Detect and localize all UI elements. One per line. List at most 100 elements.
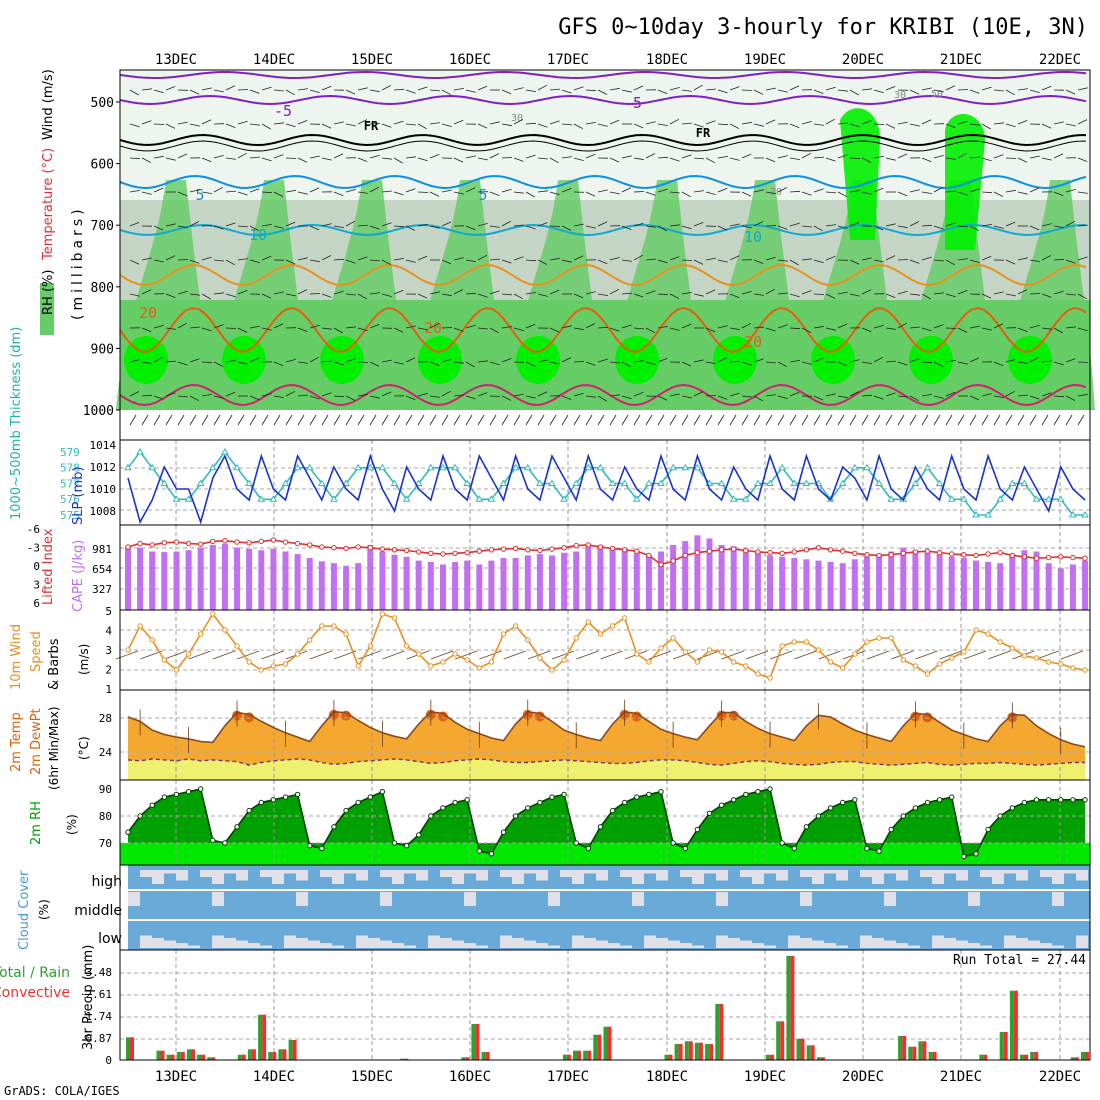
cloud-high-gap	[716, 870, 728, 881]
date-label-top: 18DEC	[646, 52, 688, 68]
wind10m-point	[985, 631, 991, 637]
temp-max-cap	[534, 711, 545, 722]
rh2m-point	[1033, 797, 1040, 803]
wind-barb	[921, 256, 932, 261]
wind-barb	[909, 221, 920, 227]
cloud-low-gap	[464, 943, 476, 948]
wind-barb	[813, 395, 824, 401]
cloud-low-gap	[956, 940, 968, 948]
wind-barb	[645, 414, 653, 426]
precip-bar-convective	[160, 1050, 165, 1060]
wind-barb	[873, 259, 884, 263]
wind-barb	[717, 123, 729, 126]
wind-barb	[405, 225, 416, 231]
wind-barb	[453, 394, 464, 397]
pressure-tick: 900	[91, 342, 114, 357]
cape-ylabel: CAPE (J/kg)	[71, 540, 86, 612]
wind-barb	[561, 259, 572, 263]
rh2m-point	[803, 824, 810, 830]
wind-barb	[1053, 191, 1064, 197]
cloud-high-gap	[536, 870, 548, 881]
dewpoint-area	[128, 759, 1085, 780]
wind-barb	[201, 327, 212, 332]
wind-barb	[885, 414, 893, 426]
cloud-low-gap	[1004, 935, 1016, 948]
wind-barb	[669, 327, 680, 331]
wind-barb	[777, 292, 788, 295]
wind-barb	[1005, 221, 1016, 227]
wind-barb	[645, 225, 656, 228]
precip-bar-convective	[292, 1040, 297, 1060]
precip-bar-convective	[709, 1044, 714, 1060]
rh2m-point	[1082, 797, 1088, 803]
precip-bar-total	[247, 1049, 252, 1060]
lifted-index-point	[210, 538, 216, 545]
wind-barb	[945, 157, 956, 160]
wind-barb	[477, 254, 487, 261]
thickness-point	[632, 495, 641, 502]
wind-barb	[597, 358, 608, 363]
wind-barb	[249, 156, 260, 159]
wind-barb	[777, 89, 788, 93]
cloud-low-gap	[392, 943, 404, 948]
wind10m-barb	[866, 650, 890, 660]
wind-barb	[1017, 157, 1028, 163]
cape-bar	[536, 554, 543, 610]
precip-bar-total	[207, 1057, 212, 1060]
wind-barb	[993, 89, 1004, 92]
rh2m-point	[609, 807, 616, 814]
wind-barb	[597, 326, 609, 329]
lifted-index-point	[403, 547, 410, 554]
wind-barb	[537, 359, 548, 363]
precip-bar-convective	[566, 1054, 571, 1060]
wind10m-barb	[794, 650, 817, 660]
wind-barb	[1041, 157, 1052, 161]
wind-barb	[177, 121, 188, 125]
thickness-point	[487, 495, 496, 502]
wind-barb	[177, 414, 185, 426]
contour-15	[119, 263, 1087, 287]
wind-barb	[345, 259, 356, 264]
wind-barb	[753, 293, 764, 296]
cloud-mid-gap	[296, 892, 308, 906]
wind-barb	[477, 327, 488, 330]
wind-barb	[477, 157, 488, 161]
cloud-mid-gap	[128, 892, 140, 906]
wind-barb	[897, 395, 909, 398]
wind-barb	[801, 191, 812, 196]
cloud-low-gap	[716, 935, 728, 948]
wind-barb	[609, 257, 620, 261]
rh2m-point	[876, 848, 882, 854]
lifted-index-point	[1082, 555, 1088, 561]
wind-barb	[657, 259, 668, 264]
wind-barb	[1005, 123, 1016, 128]
wind-barb	[501, 188, 512, 193]
wind10m-point	[973, 627, 979, 633]
cloud-low-gap	[188, 945, 200, 948]
wind-barb	[273, 154, 284, 159]
wind-barb	[1053, 225, 1064, 228]
upper-ylabel-rh: RH (%)	[41, 270, 56, 315]
wind-barb	[849, 190, 860, 193]
wind-barb	[525, 323, 536, 329]
lifted-index-point	[718, 547, 725, 553]
precip-tick: 0.87	[86, 1032, 113, 1045]
wind-barb	[453, 361, 464, 364]
cloud-mid-gap	[632, 892, 644, 906]
slp-tick: 1014	[90, 439, 117, 452]
wind-barb	[453, 119, 464, 125]
precip-labels: Total / Rain Convective 3hr Precip (mm) …	[0, 945, 1086, 1050]
temp-unit: (°C)	[77, 736, 91, 760]
wind-barb	[321, 293, 332, 298]
wind-barb	[1017, 120, 1028, 125]
wind-barb	[621, 324, 632, 329]
wind-labels: 10m Wind Speed & Barbs (m/s)	[9, 624, 91, 690]
lifted-index-point	[428, 550, 434, 556]
wind-barb	[813, 357, 824, 363]
rh2m-point	[391, 840, 398, 846]
cloud-high-gap	[452, 870, 464, 884]
wind-barb	[285, 359, 296, 363]
wind10m-point	[718, 649, 725, 655]
lifted-index-point	[331, 545, 337, 551]
wind10m-point	[694, 659, 701, 665]
